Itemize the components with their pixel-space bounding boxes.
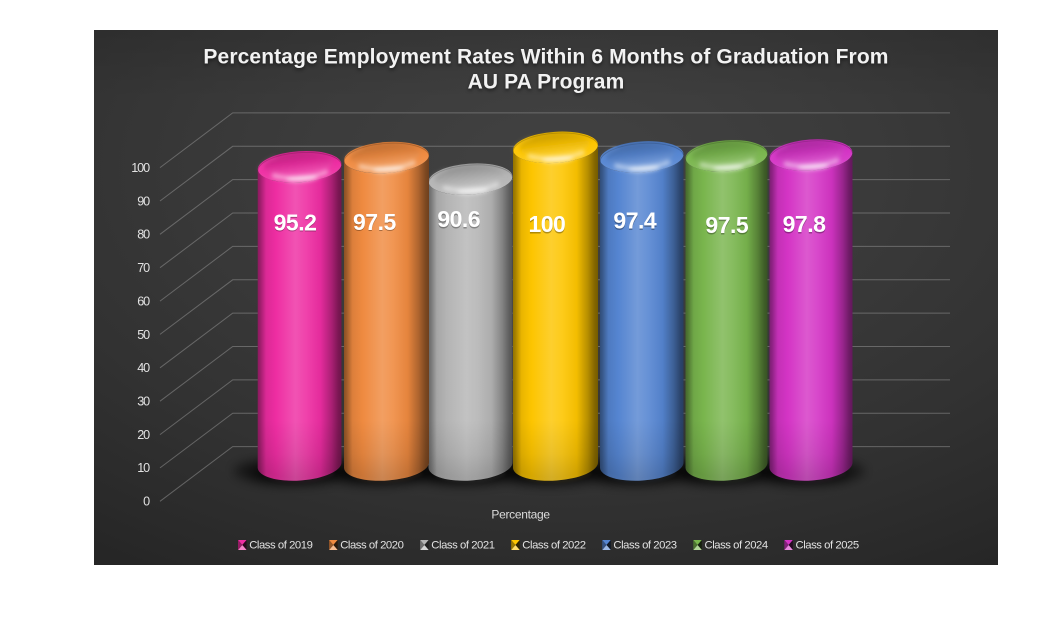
svg-text:Class of 2022: Class of 2022 [522, 540, 585, 552]
svg-text:80: 80 [137, 228, 150, 242]
svg-text:70: 70 [137, 261, 150, 275]
svg-text:Class of 2019: Class of 2019 [249, 540, 312, 552]
svg-text:10: 10 [137, 461, 150, 475]
svg-text:Class of 2021: Class of 2021 [431, 540, 494, 552]
svg-text:97.5: 97.5 [705, 213, 748, 239]
svg-text:Class of 2025: Class of 2025 [796, 540, 859, 552]
svg-text:50: 50 [137, 328, 150, 342]
svg-text:20: 20 [137, 428, 150, 442]
svg-text:Percentage Employment Rates Wi: Percentage Employment Rates Within 6 Mon… [203, 47, 888, 70]
svg-text:100: 100 [528, 212, 565, 238]
svg-text:40: 40 [137, 361, 150, 375]
svg-text:97.4: 97.4 [613, 208, 656, 234]
svg-text:AU PA Program: AU PA Program [468, 72, 625, 95]
svg-text:100: 100 [131, 161, 150, 175]
svg-text:Percentage Employment Rates Wi: Percentage Employment Rates Within 6 Mon… [203, 45, 888, 68]
svg-text:97.5: 97.5 [353, 210, 396, 236]
svg-text:AU PA Program: AU PA Program [468, 70, 625, 93]
svg-text:0: 0 [143, 495, 150, 509]
svg-text:90.6: 90.6 [437, 207, 480, 233]
svg-text:Class of 2023: Class of 2023 [613, 540, 676, 552]
svg-text:Class of 2024: Class of 2024 [705, 540, 768, 552]
svg-text:97.5: 97.5 [353, 209, 396, 235]
svg-text:Percentage: Percentage [491, 508, 550, 522]
svg-text:60: 60 [137, 294, 150, 308]
svg-text:100: 100 [528, 211, 565, 237]
svg-text:30: 30 [137, 395, 150, 409]
svg-text:90: 90 [137, 194, 150, 208]
svg-text:97.8: 97.8 [783, 212, 826, 238]
svg-text:97.8: 97.8 [783, 211, 826, 237]
svg-text:Class of 2020: Class of 2020 [340, 540, 403, 552]
svg-text:97.5: 97.5 [705, 212, 748, 238]
svg-text:90.6: 90.6 [437, 206, 480, 232]
svg-text:95.2: 95.2 [274, 211, 317, 237]
svg-text:95.2: 95.2 [274, 209, 317, 235]
svg-text:97.4: 97.4 [613, 209, 656, 235]
